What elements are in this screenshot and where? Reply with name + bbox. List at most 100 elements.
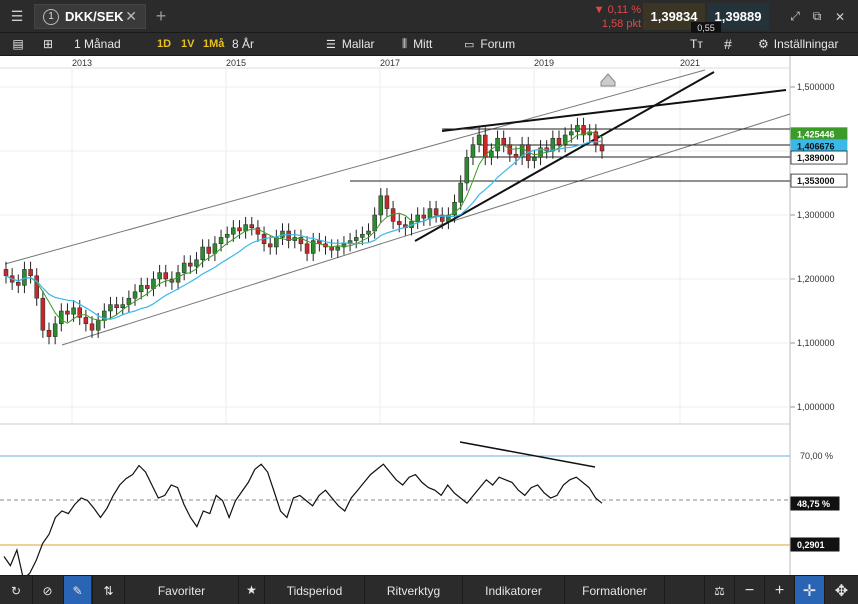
- add-tab-icon[interactable]: +: [155, 6, 167, 26]
- indicators-button[interactable]: Indikatorer: [462, 576, 564, 604]
- res-1v-button[interactable]: 1V: [181, 38, 195, 50]
- moving-average-green: [5, 131, 603, 324]
- crosshair-grid-icon[interactable]: #: [724, 36, 732, 52]
- candle-body: [16, 281, 21, 286]
- price-tag-label: 1,389000: [797, 153, 835, 163]
- candle-body: [188, 262, 193, 267]
- drawtools-button[interactable]: Ritverktyg: [364, 576, 462, 604]
- bid-price[interactable]: 1,39834: [643, 3, 705, 30]
- disable-icon[interactable]: ⊘: [32, 576, 62, 604]
- candle-body: [200, 246, 205, 261]
- candle-body: [77, 307, 82, 318]
- candle-body: [126, 297, 132, 305]
- mine-button[interactable]: ⫼ Mitt: [402, 33, 432, 55]
- settings-label: Inställningar: [773, 37, 839, 51]
- y-tick-label: 1,200000: [797, 274, 835, 284]
- zoom-in-icon[interactable]: +: [764, 576, 794, 604]
- y-tick-label: 1,000000: [797, 402, 835, 412]
- price-tag-label: 1,353000: [797, 176, 835, 186]
- candle-body: [483, 134, 488, 158]
- y-tick-label: 1,300000: [797, 210, 835, 220]
- popout-icon[interactable]: ⧉: [812, 9, 822, 23]
- x-tick-label: 2019: [534, 58, 554, 68]
- list-icon[interactable]: ▤: [12, 37, 24, 51]
- text-tool-icon[interactable]: Tт: [690, 37, 703, 51]
- zoom-out-icon[interactable]: −: [734, 576, 764, 604]
- candle-body: [114, 304, 119, 309]
- crosshair-icon[interactable]: ✛: [794, 576, 824, 604]
- candle-body: [3, 269, 9, 277]
- close-window-icon[interactable]: ✕: [834, 9, 846, 24]
- candle-body: [83, 317, 89, 325]
- settings-button[interactable]: ⚙ Inställningar: [758, 33, 838, 55]
- candle-body: [181, 262, 187, 273]
- period-select[interactable]: 1 Månad: [74, 37, 121, 51]
- price-tag-label: 1,406676: [797, 142, 835, 152]
- osc-current-tag: 48,75 %: [797, 499, 830, 509]
- reset-icon[interactable]: ↻: [10, 583, 22, 598]
- candle-body: [108, 304, 113, 312]
- candle-body: [538, 147, 543, 158]
- candle-body: [360, 233, 365, 238]
- bars-icon: ⫼: [402, 37, 408, 50]
- price-tag-label: 1,425446: [797, 130, 835, 140]
- candle-body: [396, 221, 402, 225]
- candle-body: [532, 157, 537, 161]
- pan-icon[interactable]: ✥: [824, 576, 858, 604]
- candle-body: [519, 144, 525, 158]
- candle-body: [489, 150, 494, 158]
- symbol-name: DKK/SEK: [65, 9, 124, 24]
- formations-button[interactable]: Formationer: [564, 576, 664, 604]
- candle-body: [22, 269, 27, 286]
- hamburger-menu-icon[interactable]: ☰: [10, 8, 24, 24]
- range-select[interactable]: 8 År: [232, 37, 255, 51]
- candle-body: [366, 230, 371, 235]
- candle-body: [415, 214, 420, 222]
- osc-current-tag-box: [790, 496, 840, 511]
- candle-body: [224, 233, 230, 238]
- candle-body: [145, 285, 150, 289]
- star-icon: ★: [238, 576, 264, 604]
- candle-body: [71, 307, 76, 315]
- templates-label: Mallar: [341, 37, 375, 51]
- candle-body: [464, 157, 470, 184]
- favorites-button[interactable]: Favoriter ★: [124, 576, 264, 604]
- candle-body: [163, 272, 169, 280]
- symbol-index-badge: 1: [43, 8, 59, 25]
- pencil-icon[interactable]: ✎: [63, 576, 91, 604]
- timeperiod-button[interactable]: Tidsperiod: [264, 576, 364, 604]
- candle-body: [378, 195, 384, 216]
- candle-body: [218, 237, 224, 245]
- candle-body: [267, 243, 273, 248]
- symbol-tab[interactable]: 1 DKK/SEK ✕: [34, 4, 146, 29]
- candle-body: [89, 323, 95, 331]
- templates-button[interactable]: ☰ Mallar: [326, 33, 375, 55]
- forum-button[interactable]: ▭ Forum: [464, 33, 515, 55]
- price-tag-box: [790, 150, 848, 165]
- x-tick-label: 2013: [72, 58, 92, 68]
- price-change: ▼ 0,11 % 1,58 pkt: [585, 3, 641, 31]
- candle-body: [59, 310, 64, 325]
- candle-body: [40, 297, 46, 331]
- sort-arrows-icon[interactable]: ⇅: [92, 576, 124, 604]
- res-1d-button[interactable]: 1D: [157, 38, 172, 50]
- spread-badge: 0,55: [691, 22, 721, 34]
- layout-grid-icon[interactable]: ⊞: [42, 37, 54, 51]
- candle-body: [138, 285, 144, 293]
- top-bar: ☰ 1 DKK/SEK ✕ + ▼ 0,11 % 1,58 pkt 1,3983…: [0, 0, 858, 34]
- tools-icon[interactable]: ⚖: [704, 576, 734, 604]
- candle-body: [581, 125, 586, 136]
- close-icon[interactable]: ✕: [125, 8, 137, 24]
- chat-icon: ▭: [464, 38, 475, 51]
- change-percent: ▼ 0,11 %: [593, 4, 641, 16]
- gear-icon: ⚙: [758, 37, 769, 51]
- expand-icon[interactable]: ⤢: [790, 9, 800, 23]
- res-1ma-button[interactable]: 1Må: [203, 38, 225, 50]
- candle-body: [599, 144, 605, 152]
- sliders-icon: ☰: [326, 38, 336, 51]
- forum-label: Forum: [480, 37, 516, 51]
- candle-body: [298, 237, 304, 245]
